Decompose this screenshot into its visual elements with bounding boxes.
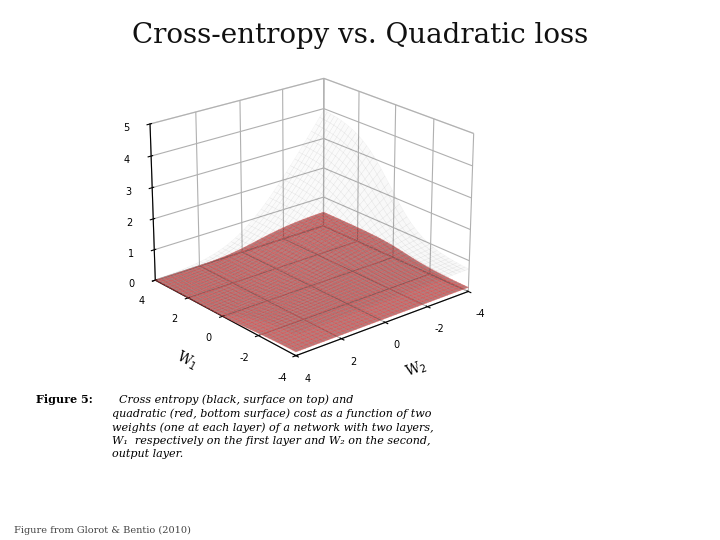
Y-axis label: W$_1$: W$_1$	[173, 347, 200, 373]
Text: Cross entropy (black, surface on top) and
quadratic (red, bottom surface) cost a: Cross entropy (black, surface on top) an…	[112, 394, 433, 459]
X-axis label: W$_2$: W$_2$	[402, 357, 429, 381]
Text: Figure from Glorot & Bentio (2010): Figure from Glorot & Bentio (2010)	[14, 525, 192, 535]
Text: Figure 5:: Figure 5:	[36, 394, 93, 405]
Text: Cross-entropy vs. Quadratic loss: Cross-entropy vs. Quadratic loss	[132, 22, 588, 49]
